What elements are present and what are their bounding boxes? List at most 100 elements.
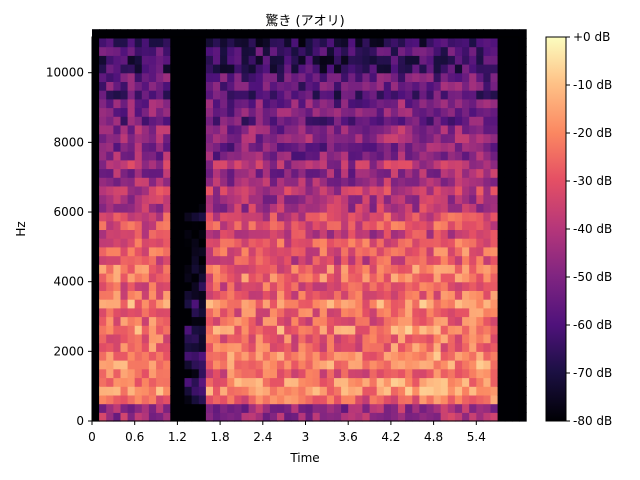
heatmap-cell	[319, 316, 328, 326]
heatmap-cell	[177, 55, 186, 65]
heatmap-cell	[262, 412, 271, 422]
heatmap-cell	[205, 351, 214, 361]
heatmap-cell	[326, 64, 335, 74]
heatmap-cell	[141, 46, 150, 56]
heatmap-cell	[255, 342, 264, 352]
heatmap-cell	[312, 29, 321, 39]
heatmap-cell	[490, 107, 499, 117]
heatmap-cell	[319, 203, 328, 213]
heatmap-cell	[234, 394, 242, 405]
heatmap-cell	[92, 264, 100, 274]
heatmap-cell	[234, 46, 242, 56]
heatmap-cell	[497, 220, 506, 230]
heatmap-cell	[92, 194, 100, 204]
heatmap-cell	[198, 98, 207, 109]
heatmap-cell	[348, 264, 356, 274]
heatmap-cell	[241, 151, 250, 161]
heatmap-cell	[134, 107, 143, 117]
heatmap-cell	[476, 98, 484, 109]
heatmap-cell	[241, 81, 250, 91]
heatmap-cell	[440, 333, 449, 344]
heatmap-cell	[319, 342, 328, 352]
heatmap-cell	[205, 333, 214, 344]
heatmap-cell	[511, 377, 520, 387]
heatmap-cell	[419, 246, 428, 257]
heatmap-cell	[156, 46, 164, 56]
heatmap-cell	[241, 142, 250, 152]
heatmap-cell	[405, 246, 413, 257]
heatmap-cell	[227, 64, 235, 74]
heatmap-cell	[376, 46, 385, 56]
heatmap-cell	[355, 246, 363, 257]
heatmap-cell	[177, 159, 186, 170]
heatmap-cell	[440, 273, 449, 283]
heatmap-cell	[220, 168, 228, 178]
heatmap-cell	[369, 98, 378, 109]
heatmap-cell	[277, 116, 285, 126]
heatmap-cell	[184, 325, 193, 335]
heatmap-cell	[120, 124, 129, 135]
heatmap-cell	[284, 124, 292, 135]
heatmap-cell	[440, 316, 449, 326]
heatmap-cell	[141, 159, 150, 170]
heatmap-cell	[248, 325, 257, 335]
heatmap-cell	[490, 333, 499, 344]
heatmap-cell	[369, 246, 378, 257]
heatmap-cell	[419, 342, 428, 352]
heatmap-cell	[277, 81, 285, 91]
heatmap-cell	[248, 98, 257, 109]
heatmap-cell	[120, 264, 129, 274]
heatmap-cell	[447, 133, 456, 143]
heatmap-cell	[205, 185, 214, 196]
heatmap-cell	[184, 185, 193, 196]
heatmap-cell	[184, 368, 193, 379]
heatmap-cell	[405, 307, 413, 318]
heatmap-cell	[312, 229, 321, 239]
heatmap-cell	[113, 116, 122, 126]
heatmap-cell	[476, 246, 484, 257]
heatmap-cell	[376, 177, 385, 187]
heatmap-cell	[113, 98, 122, 109]
heatmap-cell	[148, 98, 157, 109]
heatmap-cell	[398, 246, 406, 257]
heatmap-cell	[319, 238, 328, 248]
heatmap-cell	[227, 290, 235, 300]
heatmap-cell	[241, 220, 250, 230]
heatmap-cell	[255, 142, 264, 152]
heatmap-cell	[490, 299, 499, 309]
heatmap-cell	[326, 246, 335, 257]
heatmap-cell	[483, 299, 492, 309]
heatmap-cell	[305, 159, 314, 170]
heatmap-cell	[490, 72, 499, 82]
heatmap-cell	[170, 351, 178, 361]
heatmap-cell	[227, 177, 235, 187]
heatmap-cell	[106, 55, 114, 65]
heatmap-cell	[106, 98, 114, 109]
heatmap-cell	[383, 307, 392, 318]
heatmap-cell	[106, 351, 114, 361]
heatmap-cell	[205, 90, 214, 100]
heatmap-cell	[298, 238, 307, 248]
heatmap-cell	[383, 212, 392, 222]
heatmap-cell	[227, 316, 235, 326]
heatmap-cell	[312, 403, 321, 413]
heatmap-cell	[440, 325, 449, 335]
heatmap-cell	[519, 238, 527, 248]
heatmap-cell	[469, 412, 477, 422]
heatmap-cell	[113, 37, 122, 48]
heatmap-cell	[255, 246, 264, 257]
heatmap-cell	[504, 124, 513, 135]
heatmap-cell	[191, 351, 200, 361]
heatmap-cell	[312, 368, 321, 379]
heatmap-cell	[191, 264, 200, 274]
heatmap-cell	[469, 333, 477, 344]
heatmap-cell	[490, 273, 499, 283]
heatmap-cell	[255, 124, 264, 135]
heatmap-cell	[148, 333, 157, 344]
heatmap-cell	[113, 394, 122, 405]
heatmap-cell	[511, 212, 520, 222]
heatmap-cell	[106, 325, 114, 335]
heatmap-cell	[198, 290, 207, 300]
heatmap-cell	[248, 185, 257, 196]
heatmap-cell	[269, 212, 278, 222]
